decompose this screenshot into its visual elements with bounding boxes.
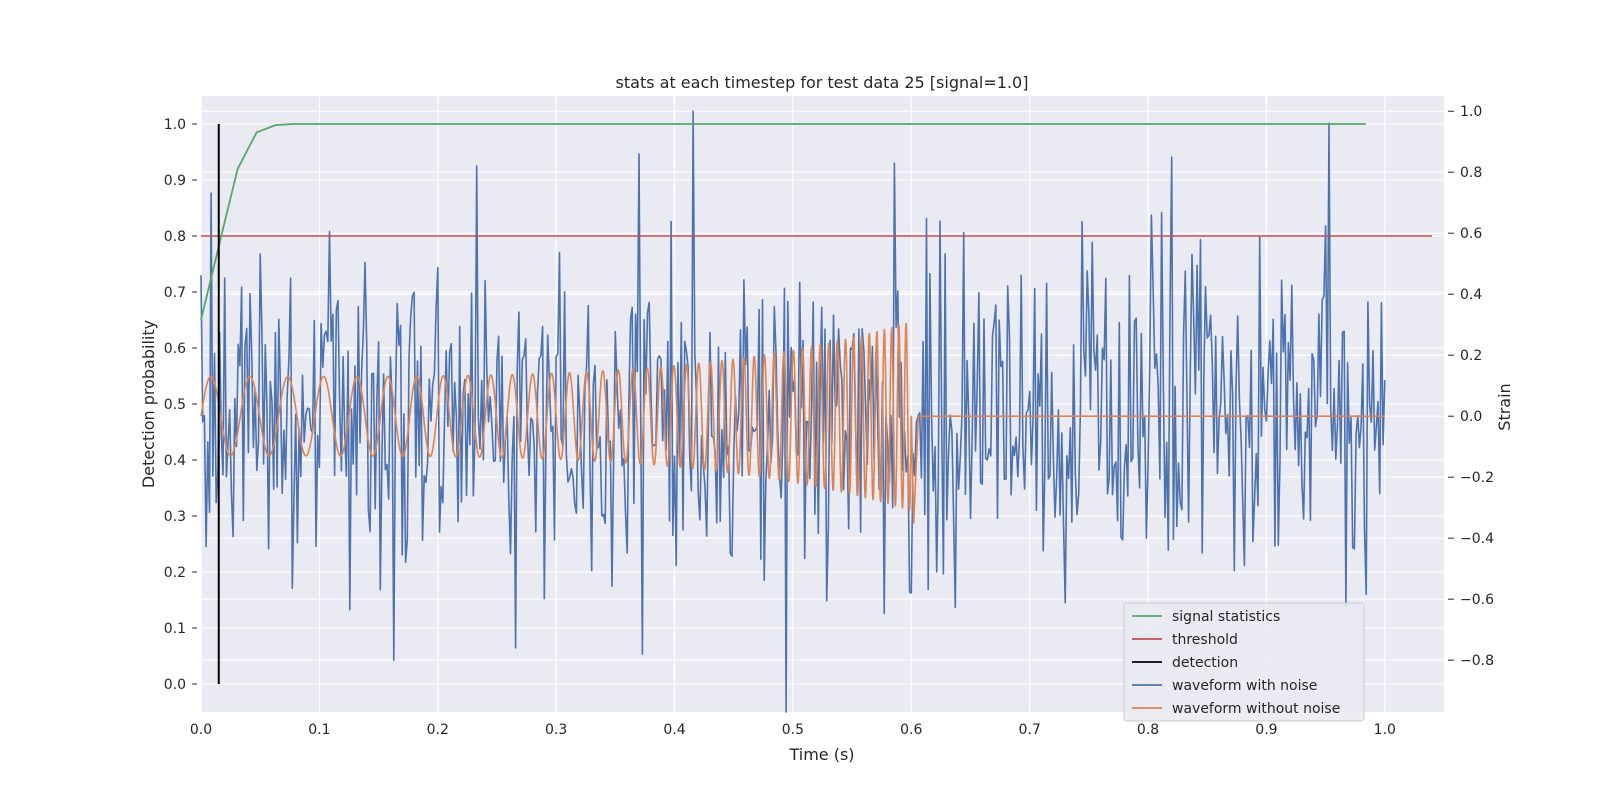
series-layer	[200, 110, 1433, 713]
legend-label: threshold	[1172, 632, 1238, 648]
y2-tick-label: 0.0	[1460, 409, 1482, 425]
legend-frame	[1123, 602, 1365, 722]
y-tick-label: 0.6	[164, 341, 186, 357]
y2-tick-label: −0.2	[1460, 470, 1494, 486]
y2-tick-label: 0.4	[1460, 287, 1482, 303]
legend-items: signal statistics threshold detection wavef…	[1132, 609, 1340, 717]
y-tick-label: 0.3	[164, 509, 186, 525]
legend-label: signal statistics	[1172, 609, 1280, 625]
y-tick-label: 0.2	[164, 565, 186, 581]
x-tick-label: 0.0	[190, 722, 212, 738]
y2-tick-label: 1.0	[1460, 104, 1482, 120]
y-tick-label: 0.8	[164, 229, 186, 245]
y-tick-label: 0.9	[164, 173, 186, 189]
y-tick-label: 0.5	[164, 397, 186, 413]
x-tick-label: 0.9	[1255, 722, 1277, 738]
x-tick-label: 0.8	[1137, 722, 1159, 738]
y-tick-label: 0.4	[164, 453, 186, 469]
axes-layer: 0.0 0.1 0.2 0.3 0.4 0.5 0.6 0.7 0.8 0.9 1.0 0.0 0.1 0…	[164, 104, 1494, 738]
legend: signal statistics threshold detection wavef…	[1123, 602, 1365, 722]
x-tick-label: 0.2	[427, 722, 449, 738]
y2-tick-label: 0.8	[1460, 165, 1482, 181]
series-signal-statistics	[200, 123, 1366, 321]
y2-tick-label: −0.8	[1460, 653, 1494, 669]
x-tick-label: 0.1	[308, 722, 330, 738]
x-tick-label: 0.7	[1019, 722, 1041, 738]
x-tick-label: 0.3	[545, 722, 567, 738]
legend-label: waveform without noise	[1172, 701, 1340, 717]
chart-title: stats at each timestep for test data 25 …	[616, 73, 1029, 92]
y2-axis-label: Strain	[1495, 383, 1514, 430]
y2-tick-label: 0.6	[1460, 226, 1482, 242]
y-tick-label: 0.1	[164, 621, 186, 637]
y2-tick-label: 0.2	[1460, 348, 1482, 364]
x-tick-label: 0.5	[782, 722, 804, 738]
y2-tick-label: −0.4	[1460, 531, 1494, 547]
y-tick-label: 1.0	[164, 117, 186, 133]
y-tick-label: 0.0	[164, 677, 186, 693]
x-tick-label: 1.0	[1374, 722, 1396, 738]
y-axis-label: Detection probability	[139, 320, 158, 488]
y-tick-label: 0.7	[164, 285, 186, 301]
x-axis-label: Time (s)	[788, 745, 854, 764]
legend-label: waveform with noise	[1172, 678, 1317, 694]
y2-tick-label: −0.6	[1460, 592, 1494, 608]
series-waveform-without-noise	[200, 322, 1385, 524]
x-tick-label: 0.6	[900, 722, 922, 738]
series-waveform-with-noise	[200, 110, 1386, 713]
x-tick-label: 0.4	[663, 722, 685, 738]
legend-label: detection	[1172, 655, 1238, 671]
